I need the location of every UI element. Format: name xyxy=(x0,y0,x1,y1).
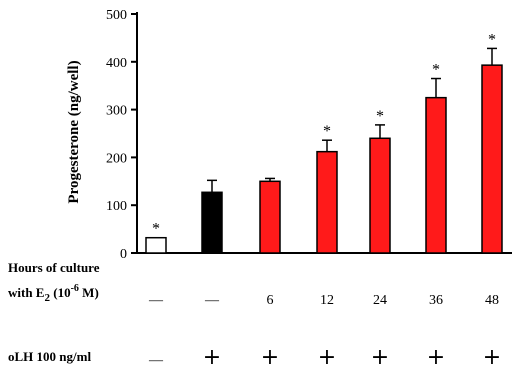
e2-hours-1: — xyxy=(148,293,164,308)
olh-3: + xyxy=(261,345,279,370)
bar-5 xyxy=(369,137,391,254)
bar-1 xyxy=(145,236,167,254)
y-tick-label-500: 500 xyxy=(106,8,127,23)
significance-star-6: * xyxy=(432,62,440,79)
significance-star-7: * xyxy=(488,31,496,48)
olh-1: — xyxy=(148,353,164,368)
y-tick-label-100: 100 xyxy=(106,199,127,214)
row-label-olh: oLH 100 ng/ml xyxy=(8,349,91,364)
bar-3 xyxy=(259,180,281,254)
y-tick-label-300: 300 xyxy=(106,104,127,119)
chart-axes: 0 100 200 300 400 500 xyxy=(106,8,512,262)
y-tick-label-0: 0 xyxy=(120,247,127,262)
condition-labels: — — — +6 +12 +24 +36 +48 + xyxy=(148,293,501,370)
y-tick-label-400: 400 xyxy=(106,56,127,71)
e2-hours-6: 36 xyxy=(429,293,443,308)
significance-star-5: * xyxy=(376,108,384,125)
olh-4: + xyxy=(318,345,336,370)
olh-7: + xyxy=(483,345,501,370)
significance-star-1: * xyxy=(152,221,160,238)
chart-bars: * * * * * xyxy=(145,31,503,254)
y-tick-label-200: 200 xyxy=(106,151,127,166)
olh-2: + xyxy=(203,345,221,370)
y-axis-label: Progesterone (ng/well) xyxy=(66,60,82,203)
e2-hours-7: 48 xyxy=(485,293,499,308)
e2-hours-3: 6 xyxy=(267,293,274,308)
e2-hours-4: 12 xyxy=(320,293,334,308)
row-label-hours-line1: Hours of culture xyxy=(8,260,100,275)
bar-2 xyxy=(201,191,223,254)
e2-hours-2: — xyxy=(204,293,220,308)
e2-hours-5: 24 xyxy=(373,293,387,308)
olh-5: + xyxy=(371,345,389,370)
bar-4 xyxy=(316,150,338,254)
significance-star-4: * xyxy=(323,123,331,140)
bar-6 xyxy=(425,96,447,254)
olh-6: + xyxy=(427,345,445,370)
row-label-hours-line2: with E2 (10-6 M) xyxy=(8,283,99,304)
bar-7 xyxy=(481,64,503,254)
